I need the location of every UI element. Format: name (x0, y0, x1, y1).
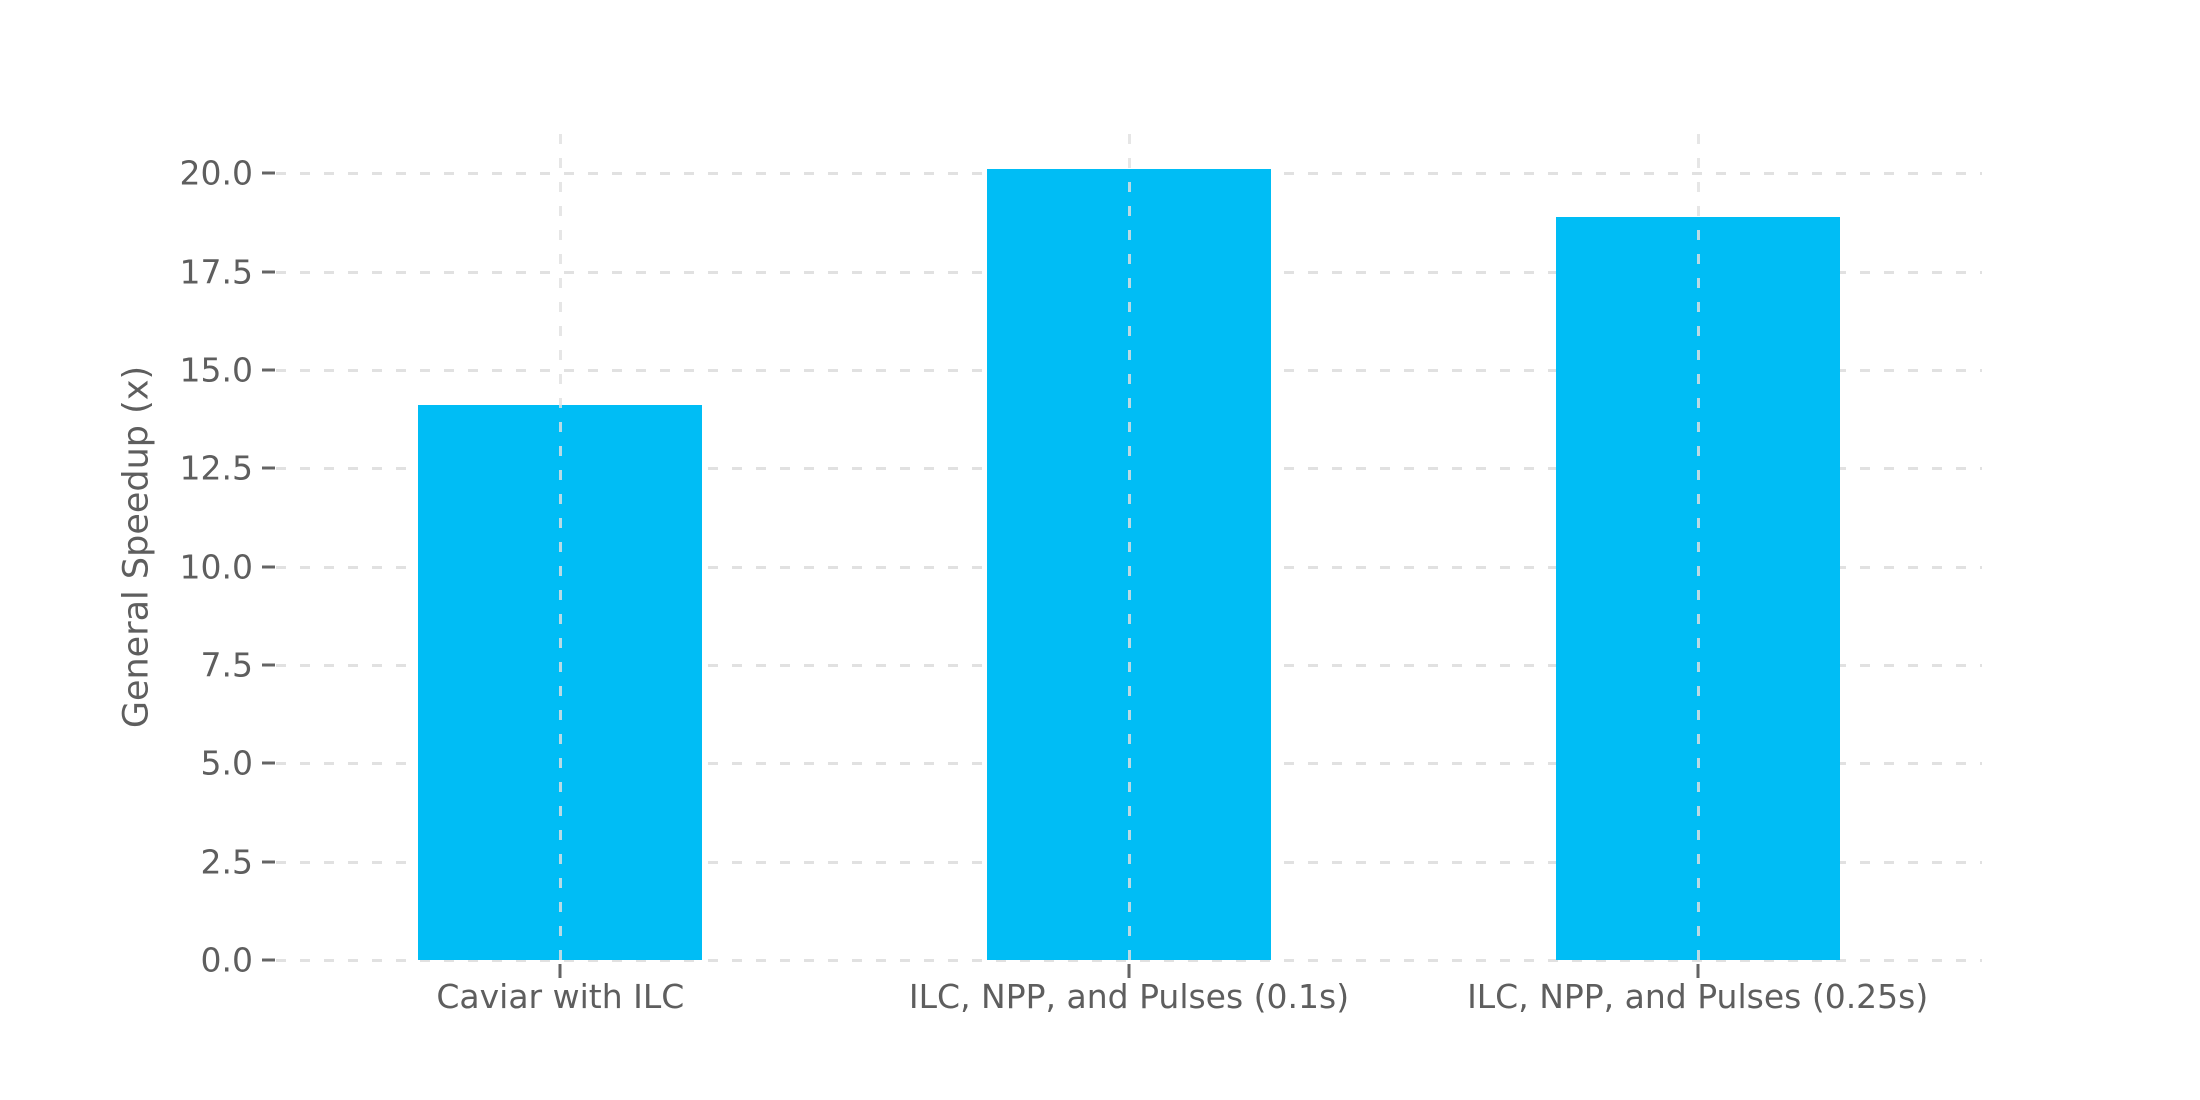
x-gridline (559, 134, 563, 960)
x-tick-label: ILC, NPP, and Pulses (0.1s) (908, 977, 1350, 1016)
x-tick-mark (1127, 964, 1131, 978)
x-gridline (1696, 134, 1700, 960)
y-tick-mark (262, 761, 275, 765)
y-tick-mark (262, 270, 275, 274)
y-tick-label: 12.5 (179, 448, 253, 488)
y-tick-label: 5.0 (200, 743, 253, 783)
x-tick-mark (1696, 964, 1700, 978)
x-gridline (1128, 134, 1131, 960)
y-tick-label: 2.5 (200, 842, 253, 882)
y-tick-mark (262, 860, 275, 864)
y-tick-mark (262, 171, 275, 175)
x-tick-label: ILC, NPP, and Pulses (0.25s) (1467, 977, 1929, 1016)
plot-area (276, 134, 1982, 962)
x-tick-mark (558, 964, 562, 978)
y-tick-mark (262, 958, 275, 962)
x-tick-label: Caviar with ILC (436, 977, 685, 1016)
y-tick-label: 7.5 (200, 645, 253, 685)
y-tick-label: 17.5 (179, 252, 253, 292)
y-tick-label: 10.0 (179, 547, 253, 587)
y-tick-mark (262, 368, 275, 372)
y-gridline (276, 959, 1982, 962)
y-tick-label: 15.0 (179, 350, 253, 390)
y-tick-mark (262, 565, 275, 569)
y-tick-mark (262, 466, 275, 470)
y-tick-mark (262, 663, 275, 667)
y-tick-label: 20.0 (179, 153, 253, 193)
y-tick-label: 0.0 (200, 940, 253, 980)
